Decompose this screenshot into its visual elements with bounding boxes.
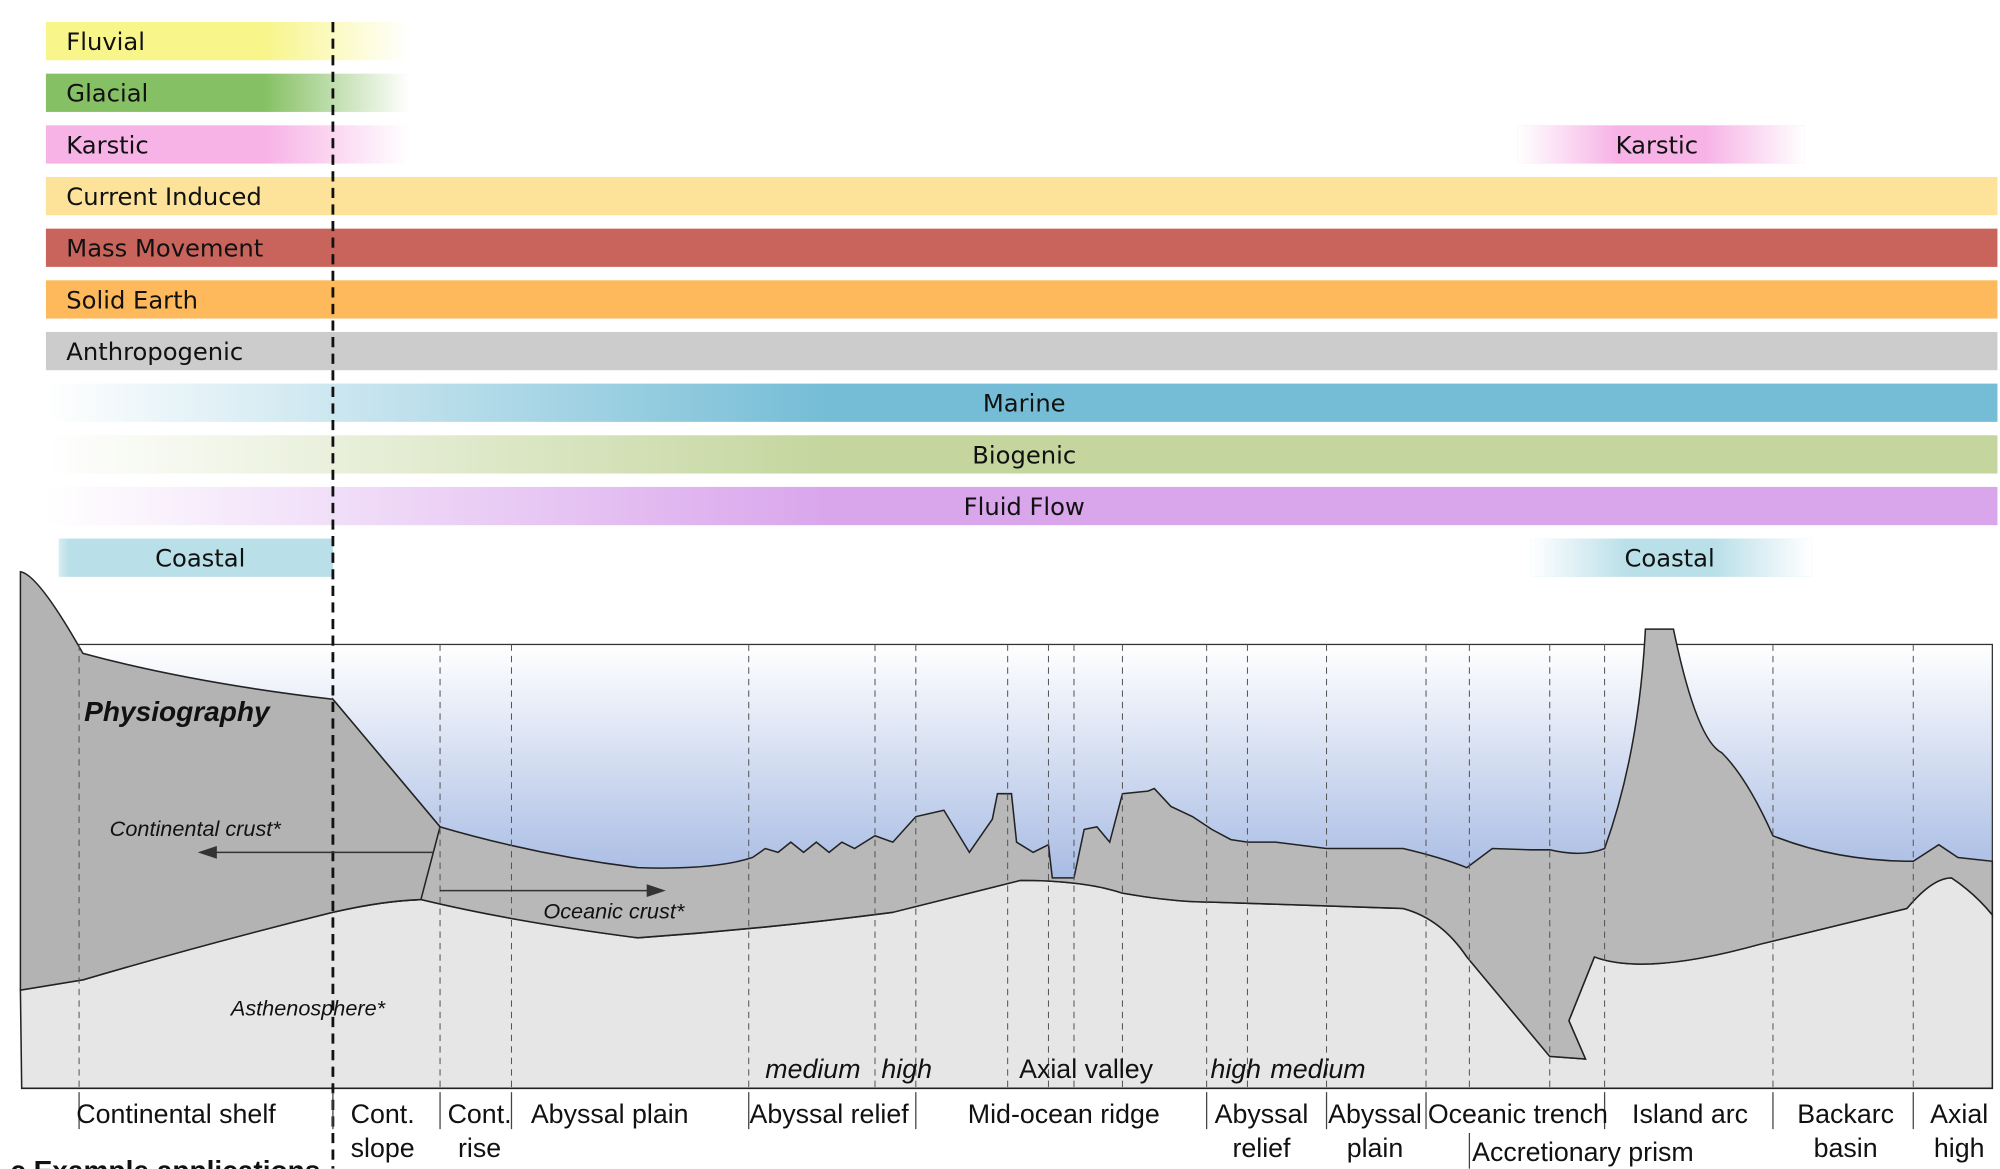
process-bar-karstic: Karstic bbox=[45, 125, 410, 164]
zone-label: Oceanic trench bbox=[1428, 1099, 1608, 1129]
zone-label-line2: basin bbox=[1814, 1133, 1878, 1163]
oceanic-crust-label: Oceanic crust* bbox=[543, 899, 685, 924]
process-bar-biogenic: Biogenic bbox=[45, 435, 1998, 474]
process-bar-solid-earth: Solid Earth bbox=[45, 280, 1998, 319]
process-bar-current-induced: Current Induced bbox=[45, 176, 1998, 216]
zone-label: Backarc bbox=[1797, 1099, 1894, 1129]
process-bar-label: Glacial bbox=[66, 80, 148, 108]
oceanic-crust bbox=[332, 628, 1994, 1060]
process-bar-label: Marine bbox=[983, 390, 1066, 418]
process-bar-glacial: Glacial bbox=[45, 73, 410, 112]
zone-label: Axial bbox=[1930, 1099, 1988, 1129]
zone-label-line2: plain bbox=[1347, 1133, 1404, 1163]
karstic-right-label: Karstic bbox=[1616, 131, 1698, 159]
continental-crust bbox=[19, 570, 441, 992]
process-bar-fluvial: Fluvial bbox=[45, 22, 410, 61]
zone-label: Island arc bbox=[1632, 1099, 1748, 1129]
zone-label: Abyssal relief bbox=[749, 1099, 909, 1129]
karstic-right-bar: Karstic bbox=[1517, 125, 1805, 164]
zone-label: Cont. bbox=[448, 1099, 512, 1129]
axial-valley-label: Axial valley bbox=[1019, 1054, 1153, 1084]
zone-labels: Continental shelf Cont. slope Cont. rise Abys… bbox=[76, 1092, 1988, 1169]
zone-label: Continental shelf bbox=[76, 1099, 276, 1129]
process-bar-anthropogenic: Anthropogenic bbox=[45, 331, 1998, 371]
coastal-bars: Coastal Coastal bbox=[45, 538, 1812, 577]
relief-high-right: high bbox=[1210, 1054, 1261, 1084]
process-bar-marine: Marine bbox=[45, 383, 1998, 422]
relief-medium-left: medium bbox=[765, 1054, 860, 1084]
process-bar-label: Karstic bbox=[66, 131, 148, 159]
coastal-right-label: Coastal bbox=[1625, 545, 1715, 573]
example-applications-heading: c Example applications bbox=[10, 1155, 320, 1169]
continental-crust-label: Continental crust* bbox=[110, 816, 283, 841]
zone-label: Abyssal plain bbox=[531, 1099, 689, 1129]
zone-label-line2: slope bbox=[351, 1133, 415, 1163]
relief-high-left: high bbox=[881, 1054, 932, 1084]
zone-label: Abyssal bbox=[1215, 1099, 1309, 1129]
relief-medium-right: medium bbox=[1270, 1054, 1365, 1084]
zone-label: Cont. bbox=[351, 1099, 415, 1129]
process-bar-label: Fluvial bbox=[66, 28, 145, 56]
physiography-profile: Physiography Continental crust* Oceanic … bbox=[19, 21, 1994, 1169]
process-bar-fluid-flow: Fluid Flow bbox=[45, 486, 1998, 526]
process-bar-label: Fluid Flow bbox=[964, 493, 1085, 521]
process-bar-label: Anthropogenic bbox=[66, 338, 243, 366]
process-bar-label: Solid Earth bbox=[66, 286, 198, 314]
asthenosphere-label: Asthenosphere* bbox=[229, 996, 387, 1021]
zone-label-line2: rise bbox=[458, 1133, 501, 1163]
zone-label: Accretionary prism bbox=[1472, 1137, 1694, 1167]
process-bar-label: Biogenic bbox=[972, 441, 1076, 469]
physiography-title: Physiography bbox=[84, 696, 271, 727]
zone-label: Abyssal bbox=[1328, 1099, 1422, 1129]
process-bar-label: Mass Movement bbox=[66, 235, 263, 263]
coastal-left-label: Coastal bbox=[155, 545, 245, 573]
zone-label-line2: high bbox=[1934, 1133, 1985, 1163]
process-bar-label: Current Induced bbox=[66, 183, 261, 211]
zone-label-line2: relief bbox=[1232, 1133, 1291, 1163]
zone-label: Mid-ocean ridge bbox=[968, 1099, 1160, 1129]
process-bars: Fluvial Glacial Karstic Current Induced Mass… bbox=[45, 22, 1998, 526]
process-bar-mass-movement: Mass Movement bbox=[45, 228, 1998, 267]
